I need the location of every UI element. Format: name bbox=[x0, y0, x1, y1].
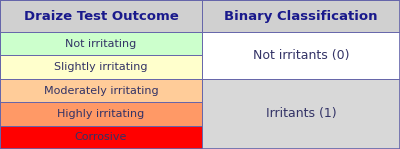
Bar bbox=[0, 79, 202, 102]
Bar bbox=[0, 126, 202, 149]
Bar bbox=[202, 32, 400, 79]
Bar bbox=[0, 32, 202, 55]
Text: Irritants (1): Irritants (1) bbox=[266, 107, 336, 120]
Text: Binary Classification: Binary Classification bbox=[224, 10, 378, 22]
Text: Not irritating: Not irritating bbox=[65, 39, 137, 49]
Text: Slightly irritating: Slightly irritating bbox=[54, 62, 148, 72]
Bar bbox=[0, 0, 202, 32]
Bar bbox=[202, 0, 400, 32]
Text: Highly irritating: Highly irritating bbox=[57, 109, 145, 119]
Text: Draize Test Outcome: Draize Test Outcome bbox=[24, 10, 178, 22]
Text: Moderately irritating: Moderately irritating bbox=[44, 86, 158, 96]
Text: Not irritants (0): Not irritants (0) bbox=[253, 49, 349, 62]
Bar bbox=[202, 79, 400, 149]
Bar bbox=[0, 102, 202, 126]
Text: Corrosive: Corrosive bbox=[75, 132, 127, 142]
Bar bbox=[0, 55, 202, 79]
